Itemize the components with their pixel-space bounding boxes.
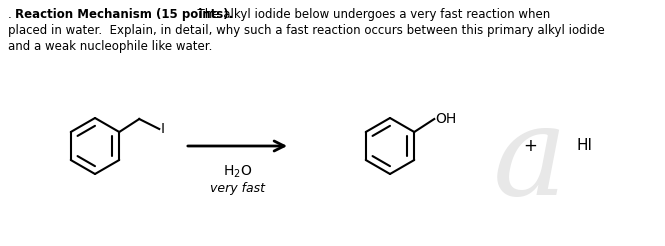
Text: placed in water.  Explain, in detail, why such a fast reaction occurs between th: placed in water. Explain, in detail, why… (8, 24, 604, 37)
Text: +: + (523, 137, 537, 155)
Text: Reaction Mechanism (15 points).: Reaction Mechanism (15 points). (15, 8, 233, 21)
Text: HI: HI (577, 138, 593, 154)
Text: The alkyl iodide below undergoes a very fast reaction when: The alkyl iodide below undergoes a very … (190, 8, 550, 21)
Text: I: I (160, 122, 164, 136)
Text: OH: OH (436, 112, 456, 126)
Text: a: a (493, 100, 567, 222)
Text: H$_2$O: H$_2$O (223, 164, 252, 180)
Text: very fast: very fast (210, 182, 265, 195)
Text: .: . (8, 8, 15, 21)
Text: and a weak nucleophile like water.: and a weak nucleophile like water. (8, 40, 212, 53)
